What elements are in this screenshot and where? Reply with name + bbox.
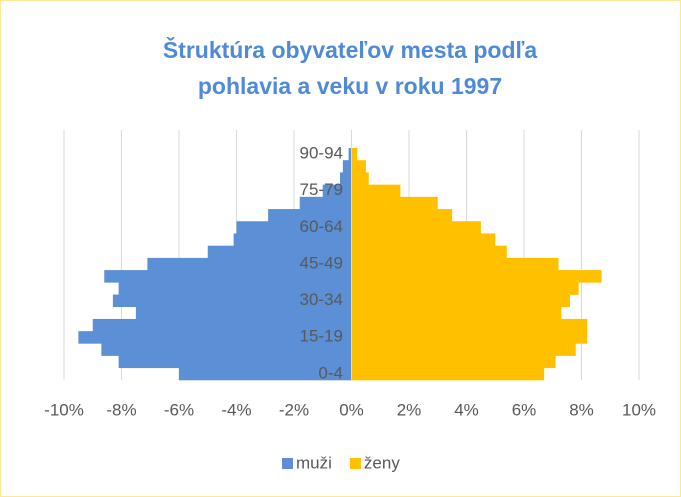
bar <box>351 245 507 259</box>
y-tick-label: 45-49 <box>300 253 343 272</box>
bar <box>351 355 556 369</box>
bar <box>236 221 352 234</box>
x-tick-label: 6% <box>512 400 537 419</box>
bar <box>351 343 576 356</box>
bar <box>351 318 588 332</box>
bar <box>101 343 352 356</box>
bar <box>351 209 453 222</box>
x-tick-label: 0% <box>339 400 364 419</box>
bar <box>351 282 579 295</box>
bar <box>342 160 352 173</box>
legend-label: ženy <box>364 453 400 472</box>
legend-swatch <box>349 458 361 469</box>
bar <box>112 294 352 308</box>
bar <box>351 172 369 185</box>
bar <box>268 209 352 222</box>
bar <box>118 282 352 295</box>
x-tick-label: -10% <box>44 400 84 419</box>
bar <box>351 270 602 283</box>
chart-title: Štruktúra obyvateľov mesta podľa <box>163 36 538 63</box>
bar <box>207 245 352 259</box>
y-tick-label: 0-4 <box>318 363 343 382</box>
bar <box>351 160 366 173</box>
legend-swatch <box>282 458 293 469</box>
bar <box>147 257 352 271</box>
bar <box>118 355 352 369</box>
bar <box>351 221 481 234</box>
bar <box>299 196 352 210</box>
chart-title: pohlavia a veku v roku 1997 <box>198 73 502 99</box>
bar <box>104 270 352 283</box>
x-tick-label: -8% <box>106 400 136 419</box>
bar <box>351 233 496 246</box>
bar <box>322 184 352 198</box>
x-tick-label: 10% <box>622 400 656 419</box>
y-tick-label: 15-19 <box>300 327 343 346</box>
bar <box>92 318 352 332</box>
x-tick-label: 8% <box>569 400 594 419</box>
x-tick-label: -4% <box>221 400 251 419</box>
bar <box>351 294 570 308</box>
bar <box>348 148 352 161</box>
y-tick-label: 60-64 <box>300 217 343 236</box>
legend-label: muži <box>296 453 332 472</box>
bar <box>179 367 352 381</box>
x-tick-label: -6% <box>164 400 194 419</box>
x-tick-label: -2% <box>279 400 309 419</box>
bar <box>351 367 545 381</box>
x-tick-label: 2% <box>397 400 422 419</box>
y-tick-label: 75-79 <box>300 180 343 199</box>
y-tick-label: 90-94 <box>300 144 343 163</box>
bar <box>351 148 358 161</box>
bar <box>340 172 352 185</box>
x-tick-label: 4% <box>454 400 479 419</box>
bar <box>351 184 401 198</box>
y-tick-label: 30-34 <box>300 290 343 309</box>
bar <box>78 331 352 344</box>
bar <box>351 306 562 320</box>
bar <box>233 233 352 246</box>
bar <box>351 331 588 344</box>
bar <box>351 257 559 271</box>
bar <box>135 306 352 320</box>
bar <box>351 196 438 210</box>
